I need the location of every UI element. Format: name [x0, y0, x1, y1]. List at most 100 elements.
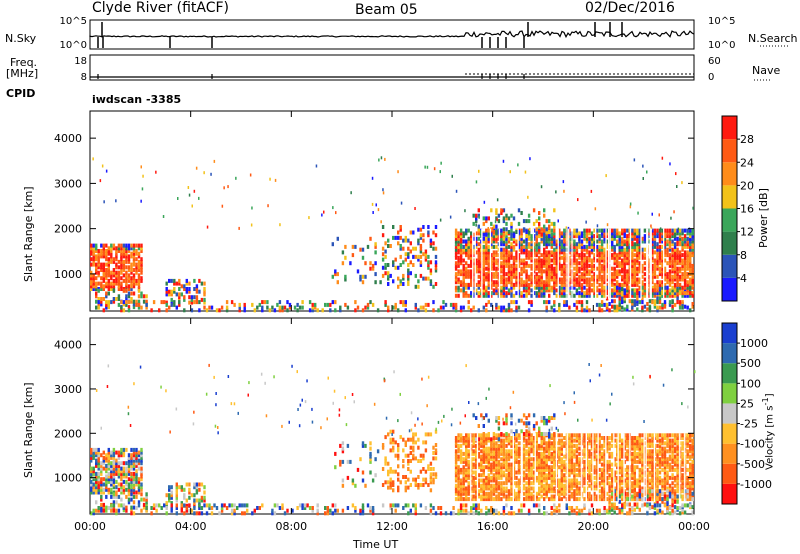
power-cell	[407, 273, 410, 278]
power-cell	[621, 244, 624, 249]
power-cell	[452, 302, 455, 307]
power-cell	[387, 263, 390, 267]
power-cell	[512, 274, 516, 279]
power-cell	[626, 307, 629, 312]
velocity-cell	[553, 454, 556, 459]
power-cell	[512, 255, 516, 260]
velocity-cell	[432, 472, 435, 477]
power-cell	[502, 305, 506, 310]
power-cell	[522, 269, 526, 274]
power-cell	[643, 239, 647, 244]
velocity-cell	[517, 441, 521, 446]
velocity-cell	[100, 482, 103, 487]
power-cell	[100, 284, 103, 289]
velocity-cell	[492, 446, 496, 451]
power-cell	[467, 236, 470, 241]
power-cell	[633, 244, 636, 249]
power-cell	[492, 261, 496, 266]
power-cell	[102, 270, 105, 275]
power-cell	[671, 308, 674, 313]
power-cell	[588, 308, 591, 313]
velocity-cell	[578, 491, 581, 496]
power-cell	[500, 293, 503, 298]
velocity-cell	[412, 448, 415, 453]
power-cell	[454, 288, 458, 293]
velocity-cell	[412, 477, 415, 482]
velocity-cell	[540, 483, 543, 488]
power-cell	[122, 268, 126, 272]
power-cell	[384, 271, 387, 276]
power-cell	[563, 261, 566, 266]
power-cell	[505, 293, 508, 298]
power-cell	[424, 308, 428, 313]
power-cell	[238, 308, 241, 313]
power-cell	[399, 300, 402, 305]
power-cell	[467, 274, 470, 279]
power-cell	[558, 250, 561, 255]
power-cell	[553, 308, 556, 313]
velocity-cell	[543, 459, 546, 464]
power-cell	[651, 263, 654, 268]
power-cell	[117, 246, 121, 251]
velocity-cell	[472, 483, 475, 488]
power-cell	[681, 291, 684, 296]
velocity-cell	[100, 497, 103, 502]
velocity-cell	[603, 449, 606, 454]
power-cell	[97, 302, 100, 307]
power-cell	[553, 266, 556, 271]
velocity-cell	[454, 475, 458, 480]
power-cell	[651, 244, 654, 249]
power-scatter	[557, 219, 559, 223]
power-scatter	[267, 204, 269, 208]
velocity-cell	[130, 447, 133, 452]
velocity-cell	[603, 486, 606, 491]
velocity-cell	[120, 469, 123, 474]
power-cell	[517, 272, 521, 277]
power-cell	[568, 255, 571, 260]
velocity-cell	[130, 485, 133, 490]
velocity-cell	[97, 453, 100, 458]
velocity-cell	[107, 461, 110, 466]
power-cell	[530, 247, 533, 252]
power-cell	[457, 239, 460, 244]
power-cell	[638, 236, 641, 241]
velocity-cell	[495, 481, 498, 486]
power-cell	[611, 239, 614, 244]
velocity-cell	[97, 458, 100, 463]
velocity-cell	[457, 473, 460, 478]
velocity-cell	[422, 483, 425, 487]
power-cell	[470, 269, 473, 274]
power-cell	[505, 213, 508, 218]
velocity-cell	[550, 467, 553, 472]
velocity-cell	[429, 432, 433, 437]
velocity-cell	[583, 441, 586, 446]
power-cell	[686, 231, 689, 236]
velocity-cell	[482, 451, 485, 456]
power-cell	[495, 305, 498, 310]
velocity-cell	[115, 485, 118, 490]
power-cell	[678, 239, 682, 244]
velocity-cell	[500, 470, 503, 475]
velocity-cell	[538, 467, 541, 472]
velocity-cell	[477, 446, 480, 451]
power-cell	[573, 244, 576, 249]
power-cell	[661, 291, 664, 296]
power-cell	[671, 304, 674, 309]
velocity-cell	[598, 449, 601, 454]
power-cell	[621, 231, 624, 236]
velocity-cell	[457, 486, 460, 491]
power-cell	[495, 280, 498, 285]
power-cell	[525, 244, 528, 249]
power-cell	[485, 308, 488, 313]
power-cell	[495, 261, 498, 266]
power-cell	[671, 269, 674, 274]
power-cell	[495, 291, 498, 296]
power-cell	[681, 244, 684, 249]
power-scatter	[439, 218, 442, 222]
power-cell	[613, 234, 616, 239]
power-cell	[681, 288, 684, 293]
velocity-cell	[117, 463, 121, 468]
power-cell	[454, 293, 458, 298]
power-cell	[545, 308, 548, 313]
velocity-cell	[475, 443, 478, 448]
